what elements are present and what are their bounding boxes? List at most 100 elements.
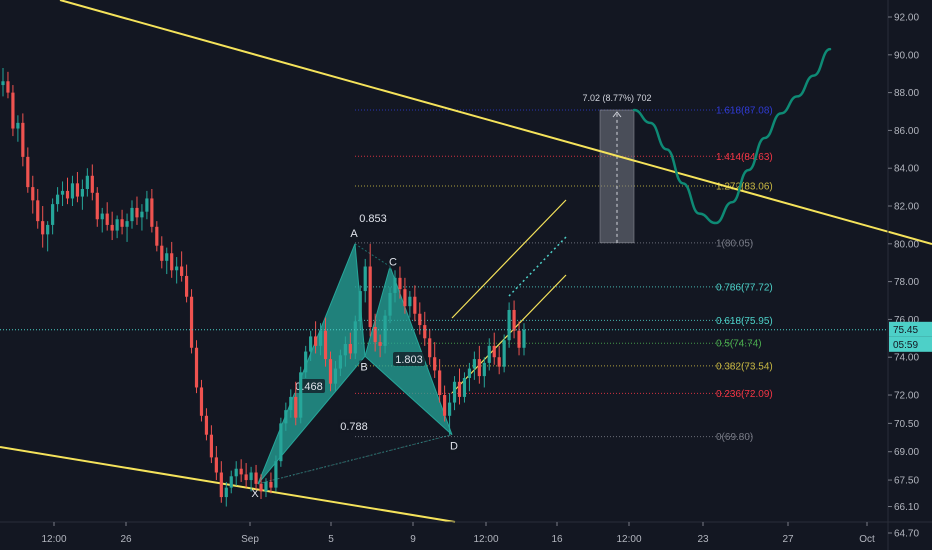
candle-body [487, 345, 491, 363]
candle-body [60, 190, 65, 195]
price-badge-label: 75.45 [893, 325, 918, 336]
fib-level-label: 0.382(73.54) [716, 361, 773, 372]
candle-body [259, 483, 263, 492]
candle-body [512, 309, 516, 331]
price-badge [889, 336, 932, 352]
price-range-measure[interactable]: 7.02 (8.77%) 702 [582, 93, 652, 244]
candle-body [155, 226, 159, 246]
candle-body [184, 275, 189, 297]
candle-body [90, 175, 94, 193]
price-tick-label: 78.00 [894, 277, 919, 288]
candle-body [199, 387, 204, 416]
candle-body [438, 370, 442, 396]
price-tick-label: 66.10 [894, 502, 919, 513]
pattern-point-bg [359, 360, 370, 374]
lower-trend-line[interactable] [0, 446, 456, 523]
time-tick-label: 16 [551, 534, 563, 545]
price-tick-label: 86.00 [894, 126, 919, 137]
candle-body [284, 410, 288, 424]
candle-body [170, 253, 174, 271]
candle-body [264, 481, 268, 492]
fib-level-label: 0.618(75.95) [716, 316, 773, 327]
candle-body [125, 221, 129, 227]
candle-body [224, 487, 228, 498]
time-tick-label: 12:00 [616, 534, 641, 545]
pattern-ratio-bg [393, 352, 425, 366]
fib-level-label: 1.414(84.63) [716, 152, 773, 163]
candle-body [165, 253, 169, 261]
candle-body [457, 381, 462, 397]
pattern-ratio-bg [357, 211, 389, 225]
candle-body [502, 340, 506, 367]
candle-body [239, 468, 243, 475]
candle-body [343, 343, 347, 356]
price-tick-label: 76.00 [894, 315, 919, 326]
candle-body [80, 189, 84, 197]
price-tick-label: 67.50 [894, 476, 919, 487]
candle-body [413, 296, 417, 314]
candle-body [443, 395, 447, 416]
candle-body [51, 204, 55, 225]
candle-body [418, 313, 422, 326]
candle-body [522, 329, 526, 348]
channel-upper-line[interactable] [451, 199, 567, 319]
candle-body [11, 92, 15, 129]
price-tick-label: 92.00 [894, 13, 919, 24]
candle-body [120, 219, 124, 227]
candle-body [1, 81, 5, 86]
candle-body [299, 372, 303, 418]
candle-body [492, 345, 496, 358]
candle-body [482, 362, 486, 377]
price-badge-label: 05:59 [893, 340, 918, 351]
price-tick-label: 90.00 [894, 50, 919, 61]
candle-body [373, 326, 377, 343]
candle-body [130, 207, 134, 222]
candle-body [214, 457, 218, 473]
time-tick-label: Sep [241, 534, 259, 545]
candle-body [388, 292, 392, 316]
price-tick-label: 72.00 [894, 391, 919, 402]
candle-body [229, 476, 233, 488]
candle-body [304, 351, 308, 373]
fib-level-label: 0.786(77.72) [716, 282, 773, 293]
time-tick-label: 23 [697, 534, 709, 545]
price-tick-label: 82.00 [894, 202, 919, 213]
candle-body [328, 359, 333, 384]
candle-body [140, 211, 144, 218]
pattern-triangle-bcd[interactable] [364, 264, 453, 436]
candle-body [21, 122, 25, 157]
forecast-path[interactable] [632, 47, 832, 225]
candle-body [110, 224, 114, 231]
candle-body [318, 330, 323, 346]
candle-body [289, 396, 293, 411]
fib-level-label: 1(80.05) [716, 238, 753, 249]
candle-body [517, 330, 521, 348]
candle-body [348, 343, 352, 354]
candle-body [472, 359, 476, 369]
candle-body [462, 378, 467, 397]
time-tick-label: Oct [859, 534, 875, 545]
upper-trend-line[interactable] [59, 0, 932, 245]
candle-body [145, 198, 149, 212]
measure-arrow-head [612, 111, 622, 118]
candle-body [423, 325, 427, 339]
candle-body [314, 336, 318, 346]
pattern-point-d: D [450, 441, 458, 453]
candle-body [408, 296, 412, 307]
candle-body [219, 472, 223, 498]
candle-body [433, 357, 437, 371]
candle-body [358, 291, 362, 322]
candle-body [507, 309, 511, 341]
pattern-point-bg [388, 255, 399, 269]
time-tick-label: 12:00 [473, 534, 498, 545]
trend-lines[interactable] [0, 0, 932, 523]
pattern-point-a: A [350, 228, 358, 240]
pattern-xd-line [257, 434, 453, 485]
pattern-point-bg [349, 226, 360, 240]
candle-body [150, 198, 154, 227]
candle-body [36, 200, 40, 222]
candle-body [477, 359, 481, 377]
forecast-line[interactable] [632, 47, 832, 225]
